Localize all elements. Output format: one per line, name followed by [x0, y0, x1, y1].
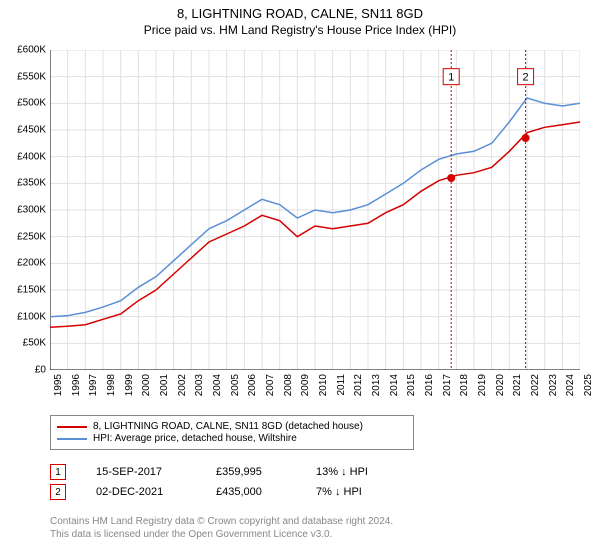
marker-badge: 1 — [50, 464, 66, 480]
x-tick-label: 2004 — [212, 374, 223, 396]
x-tick-label: 2008 — [283, 374, 294, 396]
x-tick-label: 2010 — [318, 374, 329, 396]
y-tick-label: £200K — [17, 258, 46, 269]
x-tick-label: 2002 — [177, 374, 188, 396]
marker-price: £435,000 — [216, 486, 316, 498]
attribution-line2: This data is licensed under the Open Gov… — [50, 528, 393, 541]
x-tick-label: 1999 — [124, 374, 135, 396]
marker-date: 15-SEP-2017 — [96, 466, 216, 478]
legend-label: HPI: Average price, detached house, Wilt… — [93, 433, 297, 444]
marker-row: 1 15-SEP-2017£359,99513% ↓ HPI — [50, 464, 416, 480]
x-tick-label: 2003 — [194, 374, 205, 396]
x-tick-label: 2020 — [495, 374, 506, 396]
y-tick-label: £50K — [23, 338, 46, 349]
x-tick-label: 2024 — [565, 374, 576, 396]
legend-label: 8, LIGHTNING ROAD, CALNE, SN11 8GD (deta… — [93, 421, 363, 432]
svg-text:1: 1 — [448, 72, 454, 84]
x-tick-label: 1998 — [106, 374, 117, 396]
chart-title: 8, LIGHTNING ROAD, CALNE, SN11 8GD — [0, 6, 600, 21]
y-tick-label: £300K — [17, 205, 46, 216]
marker-date: 02-DEC-2021 — [96, 486, 216, 498]
chart-svg: 12 — [50, 50, 580, 370]
x-tick-label: 2001 — [159, 374, 170, 396]
x-tick-label: 2023 — [548, 374, 559, 396]
x-tick-label: 2017 — [442, 374, 453, 396]
chart-subtitle: Price paid vs. HM Land Registry's House … — [0, 23, 600, 37]
x-tick-label: 1995 — [53, 374, 64, 396]
title-block: 8, LIGHTNING ROAD, CALNE, SN11 8GD Price… — [0, 0, 600, 37]
y-tick-label: £450K — [17, 125, 46, 136]
marker-row: 2 02-DEC-2021£435,0007% ↓ HPI — [50, 484, 416, 500]
svg-text:2: 2 — [523, 72, 529, 84]
marker-table: 1 15-SEP-2017£359,99513% ↓ HPI 2 02-DEC-202… — [50, 460, 416, 504]
x-axis: 1995 1996 1997 1998 1999 2000 2001 2002 2003 2004… — [50, 370, 580, 410]
x-tick-label: 2009 — [300, 374, 311, 396]
marker-price: £359,995 — [216, 466, 316, 478]
y-tick-label: £250K — [17, 231, 46, 242]
y-tick-label: £500K — [17, 98, 46, 109]
y-tick-label: £400K — [17, 151, 46, 162]
legend-item: 8, LIGHTNING ROAD, CALNE, SN11 8GD (deta… — [57, 421, 407, 432]
attribution-line1: Contains HM Land Registry data © Crown c… — [50, 515, 393, 528]
attribution: Contains HM Land Registry data © Crown c… — [50, 515, 393, 541]
x-tick-label: 2025 — [583, 374, 594, 396]
x-tick-label: 2021 — [512, 374, 523, 396]
x-tick-label: 2013 — [371, 374, 382, 396]
y-axis: £0£50K£100K£150K£200K£250K£300K£350K£400… — [0, 50, 48, 370]
y-tick-label: £150K — [17, 285, 46, 296]
chart-plot-area: 12 — [50, 50, 580, 370]
x-tick-label: 2019 — [477, 374, 488, 396]
x-tick-label: 2022 — [530, 374, 541, 396]
legend-swatch — [57, 438, 87, 440]
x-tick-label: 2007 — [265, 374, 276, 396]
legend-swatch — [57, 426, 87, 428]
x-tick-label: 2000 — [141, 374, 152, 396]
x-tick-label: 1996 — [71, 374, 82, 396]
y-tick-label: £600K — [17, 45, 46, 56]
x-tick-label: 2014 — [389, 374, 400, 396]
x-tick-label: 2018 — [459, 374, 470, 396]
y-tick-label: £100K — [17, 311, 46, 322]
x-tick-label: 2015 — [406, 374, 417, 396]
marker-pct: 13% ↓ HPI — [316, 466, 416, 478]
x-tick-label: 1997 — [88, 374, 99, 396]
marker-badge: 2 — [50, 484, 66, 500]
x-tick-label: 2006 — [247, 374, 258, 396]
marker-pct: 7% ↓ HPI — [316, 486, 416, 498]
y-tick-label: £0 — [35, 365, 46, 376]
chart-container: 8, LIGHTNING ROAD, CALNE, SN11 8GD Price… — [0, 0, 600, 560]
x-tick-label: 2012 — [353, 374, 364, 396]
x-tick-label: 2016 — [424, 374, 435, 396]
legend-item: HPI: Average price, detached house, Wilt… — [57, 433, 407, 444]
y-tick-label: £550K — [17, 71, 46, 82]
x-tick-label: 2005 — [230, 374, 241, 396]
y-tick-label: £350K — [17, 178, 46, 189]
x-tick-label: 2011 — [336, 374, 347, 396]
legend: 8, LIGHTNING ROAD, CALNE, SN11 8GD (deta… — [50, 415, 414, 450]
